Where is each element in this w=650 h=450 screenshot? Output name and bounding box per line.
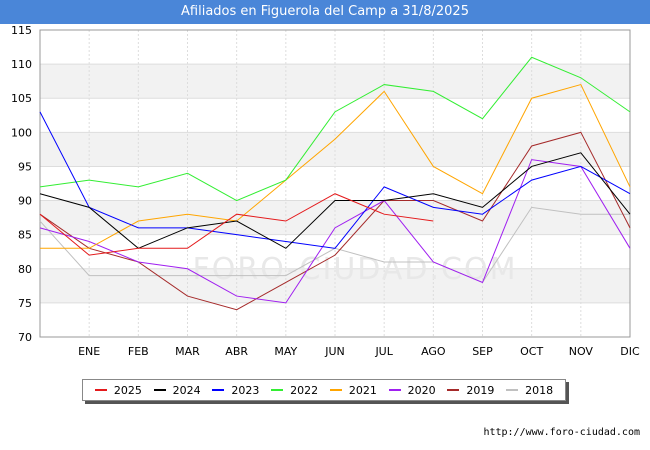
series-line-2025 xyxy=(39,193,434,256)
legend-swatch xyxy=(388,389,401,391)
y-tick-label: 90 xyxy=(18,195,32,208)
y-tick-label: 70 xyxy=(18,331,32,344)
y-tick-label: 110 xyxy=(11,58,32,71)
legend-item-2020: 2020 xyxy=(388,383,436,397)
x-tick-label: SEP xyxy=(472,345,493,358)
x-tick-label: JUL xyxy=(374,345,393,358)
series-line-2021 xyxy=(40,83,631,249)
plot-band xyxy=(40,200,630,235)
plot-border xyxy=(39,29,631,338)
x-tick-label: JUN xyxy=(324,345,345,358)
legend-item-2023: 2023 xyxy=(212,384,259,397)
x-tick-label: MAR xyxy=(175,345,200,358)
plot-band xyxy=(40,64,630,99)
legend-swatch xyxy=(447,389,460,391)
legend-label: 2023 xyxy=(231,383,260,397)
y-tick-label: 75 xyxy=(18,297,32,310)
chart-title: Afiliados en Figuerola del Camp a 31/8/2… xyxy=(0,0,650,24)
chart-legend: 2025 2024 2023 2022 2021 2020 2019 2018 xyxy=(82,379,566,401)
y-tick-label: 95 xyxy=(18,160,32,173)
legend-item-2025: 2025 xyxy=(94,383,142,397)
legend-item-2021: 2021 xyxy=(329,383,377,397)
legend-swatch xyxy=(506,389,519,391)
series-line-2020 xyxy=(39,159,631,304)
line-chart: 70 75 80 85 90 95 100 105 110 115 ENE FEB MAR ABR MAY J… xyxy=(11,24,640,358)
y-tick-label: 105 xyxy=(11,92,32,105)
legend-item-2024: 2024 xyxy=(153,383,201,397)
legend-item-2019: 2019 xyxy=(447,384,494,397)
legend-swatch xyxy=(153,389,166,391)
x-tick-label: ABR xyxy=(225,345,248,358)
legend-label: 2025 xyxy=(113,383,142,397)
y-tick-label: 80 xyxy=(18,263,32,276)
y-tick-label: 100 xyxy=(11,126,32,139)
legend-label: 2021 xyxy=(348,383,377,397)
x-tick-label: FEB xyxy=(128,345,149,358)
legend-item-2022: 2022 xyxy=(271,384,318,397)
legend-label: 2018 xyxy=(525,383,554,397)
legend-label: 2022 xyxy=(290,383,319,397)
x-tick-label: AGO xyxy=(421,345,446,358)
legend-swatch xyxy=(271,389,284,391)
series-line-2022 xyxy=(39,56,631,202)
legend-label: 2024 xyxy=(172,383,201,397)
legend-swatch xyxy=(94,389,107,391)
legend-swatch xyxy=(212,389,225,391)
x-tick-label: ENE xyxy=(78,345,100,358)
x-tick-label: NOV xyxy=(569,345,594,358)
watermark: FORO-CIUDAD.COM xyxy=(193,252,518,287)
x-tick-label: DIC xyxy=(620,345,640,358)
legend-label: 2020 xyxy=(407,383,436,397)
source-credit: http://www.foro-ciudad.com xyxy=(483,427,640,438)
series-line-2023 xyxy=(39,111,631,249)
x-tick-label: MAY xyxy=(274,345,297,358)
y-tick-label: 85 xyxy=(18,229,32,242)
legend-swatch xyxy=(329,389,342,391)
y-tick-label: 115 xyxy=(11,24,32,37)
legend-label: 2019 xyxy=(466,383,495,397)
x-tick-label: OCT xyxy=(520,345,543,358)
legend-item-2018: 2018 xyxy=(506,384,553,397)
